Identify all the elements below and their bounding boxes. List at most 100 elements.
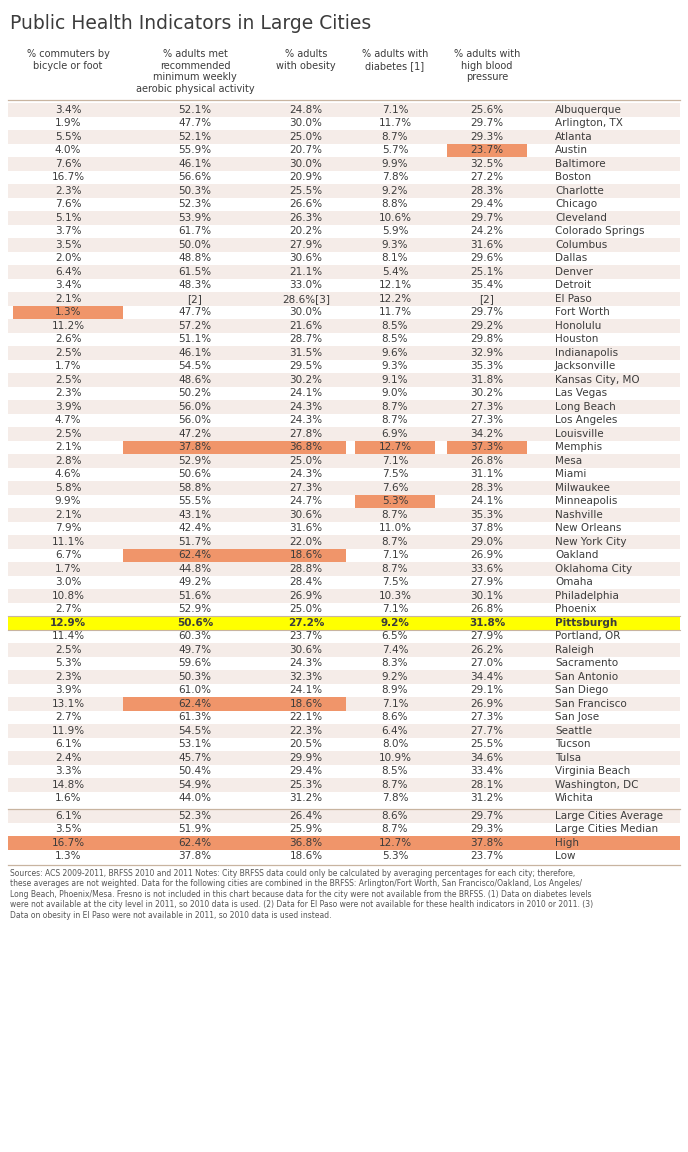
Text: 7.1%: 7.1% xyxy=(382,699,408,708)
Bar xyxy=(8,535,680,548)
Text: 55.5%: 55.5% xyxy=(178,497,212,506)
Text: 34.4%: 34.4% xyxy=(471,672,504,682)
Bar xyxy=(8,670,680,683)
Text: Public Health Indicators in Large Cities: Public Health Indicators in Large Cities xyxy=(10,14,372,33)
Text: 57.2%: 57.2% xyxy=(178,320,212,331)
Text: 4.7%: 4.7% xyxy=(55,415,81,425)
Text: 54.9%: 54.9% xyxy=(178,780,212,790)
Bar xyxy=(8,454,680,468)
Text: 25.0%: 25.0% xyxy=(290,605,323,614)
Bar xyxy=(447,440,527,454)
Text: 2.5%: 2.5% xyxy=(55,429,81,439)
Text: Louisville: Louisville xyxy=(555,429,603,439)
Text: 34.2%: 34.2% xyxy=(471,429,504,439)
Text: 23.7%: 23.7% xyxy=(471,145,504,156)
Text: 7.4%: 7.4% xyxy=(382,645,408,654)
Text: 3.9%: 3.9% xyxy=(55,402,81,411)
Text: 8.9%: 8.9% xyxy=(382,685,408,696)
Text: 32.5%: 32.5% xyxy=(471,159,504,168)
Text: 47.2%: 47.2% xyxy=(178,429,212,439)
Text: 44.0%: 44.0% xyxy=(178,794,211,803)
Text: Jacksonville: Jacksonville xyxy=(555,362,616,371)
Bar xyxy=(8,157,680,170)
Text: 1.3%: 1.3% xyxy=(55,851,81,862)
Text: 2.5%: 2.5% xyxy=(55,374,81,385)
Text: 53.1%: 53.1% xyxy=(178,740,212,749)
Text: 25.9%: 25.9% xyxy=(290,824,323,834)
Text: 34.6%: 34.6% xyxy=(471,752,504,763)
Text: 26.4%: 26.4% xyxy=(290,811,323,820)
Text: 18.6%: 18.6% xyxy=(290,551,323,560)
Text: Sacramento: Sacramento xyxy=(555,658,618,668)
Text: 26.2%: 26.2% xyxy=(471,645,504,654)
Bar xyxy=(8,643,680,657)
Text: 29.5%: 29.5% xyxy=(290,362,323,371)
Text: 27.9%: 27.9% xyxy=(471,577,504,588)
Bar xyxy=(8,778,680,791)
Text: 14.8%: 14.8% xyxy=(52,780,85,790)
Bar xyxy=(8,482,680,494)
Bar xyxy=(8,170,680,184)
Text: Boston: Boston xyxy=(555,173,591,182)
Text: 50.6%: 50.6% xyxy=(178,469,211,479)
Text: 8.7%: 8.7% xyxy=(382,563,408,574)
Text: 9.6%: 9.6% xyxy=(382,348,408,358)
Text: 31.8%: 31.8% xyxy=(469,617,505,628)
Text: 46.1%: 46.1% xyxy=(178,348,212,358)
Text: Miami: Miami xyxy=(555,469,586,479)
Text: 3.3%: 3.3% xyxy=(55,766,81,776)
Bar xyxy=(266,697,346,711)
Text: 10.9%: 10.9% xyxy=(378,752,411,763)
Text: 8.7%: 8.7% xyxy=(382,131,408,142)
Text: 51.6%: 51.6% xyxy=(178,591,212,600)
Bar xyxy=(8,737,680,751)
Text: 8.7%: 8.7% xyxy=(382,824,408,834)
Text: 24.1%: 24.1% xyxy=(290,685,323,696)
Text: 28.8%: 28.8% xyxy=(290,563,323,574)
Text: 1.9%: 1.9% xyxy=(55,119,81,128)
Text: 47.7%: 47.7% xyxy=(178,119,212,128)
Text: 25.0%: 25.0% xyxy=(290,131,323,142)
Text: 9.9%: 9.9% xyxy=(55,497,81,506)
Text: 29.6%: 29.6% xyxy=(471,253,504,264)
Bar xyxy=(8,562,680,576)
Text: Large Cities Average: Large Cities Average xyxy=(555,811,663,820)
Bar xyxy=(8,251,680,265)
Text: 22.3%: 22.3% xyxy=(290,726,323,736)
Text: 27.9%: 27.9% xyxy=(290,240,323,250)
Text: Milwaukee: Milwaukee xyxy=(555,483,610,493)
Text: New York City: New York City xyxy=(555,537,627,547)
Text: 52.3%: 52.3% xyxy=(178,199,212,210)
Text: 30.2%: 30.2% xyxy=(471,388,504,399)
Text: 29.0%: 29.0% xyxy=(471,537,504,547)
Text: 24.1%: 24.1% xyxy=(471,497,504,506)
Text: Detroit: Detroit xyxy=(555,280,591,290)
Text: 25.6%: 25.6% xyxy=(471,105,504,115)
Text: 8.6%: 8.6% xyxy=(382,811,408,820)
Text: 36.8%: 36.8% xyxy=(290,838,323,848)
Text: 6.1%: 6.1% xyxy=(55,740,81,749)
Text: 24.8%: 24.8% xyxy=(290,105,323,115)
Text: Omaha: Omaha xyxy=(555,577,593,588)
Bar xyxy=(8,602,680,616)
Text: 48.8%: 48.8% xyxy=(178,253,212,264)
Text: 27.9%: 27.9% xyxy=(471,631,504,642)
Text: 29.7%: 29.7% xyxy=(471,308,504,317)
Text: 2.7%: 2.7% xyxy=(55,605,81,614)
Text: 3.4%: 3.4% xyxy=(55,280,81,290)
Text: 29.3%: 29.3% xyxy=(471,824,504,834)
Text: 61.5%: 61.5% xyxy=(178,267,212,276)
Text: 59.6%: 59.6% xyxy=(178,658,212,668)
Text: 50.3%: 50.3% xyxy=(178,185,211,196)
Text: 27.3%: 27.3% xyxy=(471,402,504,411)
Bar xyxy=(8,823,680,836)
Text: 2.8%: 2.8% xyxy=(55,456,81,465)
Text: El Paso: El Paso xyxy=(555,294,592,304)
Text: 53.9%: 53.9% xyxy=(178,213,212,222)
Text: 5.1%: 5.1% xyxy=(55,213,81,222)
Text: 50.4%: 50.4% xyxy=(178,766,211,776)
Text: San Antonio: San Antonio xyxy=(555,672,618,682)
Text: Colorado Springs: Colorado Springs xyxy=(555,226,645,236)
Bar xyxy=(122,548,268,562)
Text: 20.9%: 20.9% xyxy=(290,173,323,182)
